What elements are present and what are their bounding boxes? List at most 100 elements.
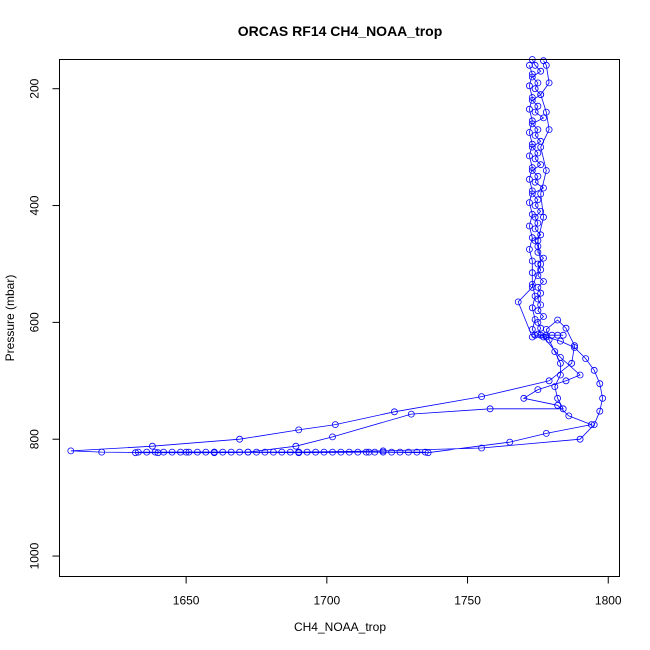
data-point [413, 448, 421, 456]
data-point [540, 57, 547, 65]
y-tick-label: 200 [28, 78, 42, 98]
data-point [537, 331, 545, 339]
data-point [528, 210, 536, 218]
data-point [534, 386, 542, 394]
data-point [520, 394, 528, 402]
data-point [534, 102, 542, 110]
data-point [559, 331, 567, 339]
data-point [534, 307, 542, 315]
data-point [185, 448, 193, 456]
data-point [568, 359, 576, 367]
data-point [551, 383, 559, 391]
data-point [354, 448, 362, 456]
data-point [303, 448, 311, 456]
series-line [528, 65, 564, 336]
data-point [371, 448, 379, 456]
data-point [596, 380, 604, 388]
data-point [526, 245, 533, 253]
data-point [531, 155, 539, 163]
data-point [345, 448, 353, 456]
data-point [537, 260, 545, 268]
data-point [537, 91, 545, 98]
data-point [531, 316, 539, 323]
x-tick-label: 1700 [313, 594, 340, 608]
data-point [531, 292, 539, 300]
data-point [537, 301, 545, 309]
data-point [565, 412, 573, 420]
data-point [590, 421, 598, 429]
data-point [557, 353, 564, 361]
data-point [540, 114, 547, 122]
data-point [540, 254, 547, 262]
data-point [554, 401, 561, 409]
data-point [526, 82, 533, 90]
data-point [219, 448, 227, 456]
data-point [292, 442, 300, 450]
plot-frame [59, 59, 620, 577]
series-0 [67, 56, 606, 457]
data-point [193, 448, 201, 456]
data-point [534, 219, 542, 227]
data-point [528, 234, 536, 242]
data-point [236, 448, 244, 456]
data-point [537, 231, 545, 239]
data-point [528, 140, 536, 148]
data-point [202, 448, 210, 456]
data-point [534, 237, 542, 245]
data-point [531, 131, 539, 139]
data-point [421, 448, 429, 456]
data-point [537, 190, 545, 198]
data-point [540, 184, 547, 192]
data-point [559, 405, 567, 413]
data-point [590, 366, 598, 374]
series-line [70, 59, 604, 454]
data-point [557, 337, 564, 345]
axis-layer: 1650 1700 1750 1800 200 400 600 800 1000 [28, 78, 622, 607]
data-point [261, 448, 269, 456]
data-point [528, 280, 536, 288]
data-point [148, 442, 156, 450]
data-point [534, 126, 542, 134]
data-point [388, 448, 396, 456]
data-point [554, 394, 561, 402]
data-point [295, 426, 303, 434]
y-axis-label: Pressure (mbar) [3, 275, 17, 362]
data-point [526, 222, 533, 230]
data-point [312, 448, 320, 456]
data-point [528, 304, 536, 312]
data-point [534, 196, 542, 204]
data-point [134, 448, 142, 456]
data-point [526, 152, 533, 160]
series-1 [134, 448, 429, 456]
y-tick-label: 600 [28, 312, 42, 332]
data-point [534, 260, 542, 268]
data-point [514, 298, 522, 306]
data-point [390, 408, 398, 416]
data-point [132, 449, 139, 457]
data-point [210, 448, 218, 456]
y-tick-label: 400 [28, 195, 42, 215]
data-point [545, 79, 553, 87]
data-point [486, 405, 494, 413]
data-point [295, 448, 303, 456]
data-point [227, 448, 235, 456]
data-point [379, 448, 387, 456]
data-point [526, 175, 533, 183]
data-point [528, 94, 536, 101]
data-point [531, 225, 539, 233]
data-point [526, 199, 533, 207]
data-point [329, 448, 336, 456]
data-point [534, 248, 542, 256]
data-point [526, 105, 533, 113]
data-point [478, 393, 486, 401]
y-tick-label: 800 [28, 429, 42, 449]
data-point [331, 421, 339, 429]
data-point [528, 257, 536, 265]
data-point [588, 421, 595, 429]
data-point [534, 172, 542, 180]
x-tick-label: 1800 [595, 594, 622, 608]
data-point [531, 202, 539, 209]
data-point [67, 447, 75, 455]
data-point [98, 448, 106, 456]
